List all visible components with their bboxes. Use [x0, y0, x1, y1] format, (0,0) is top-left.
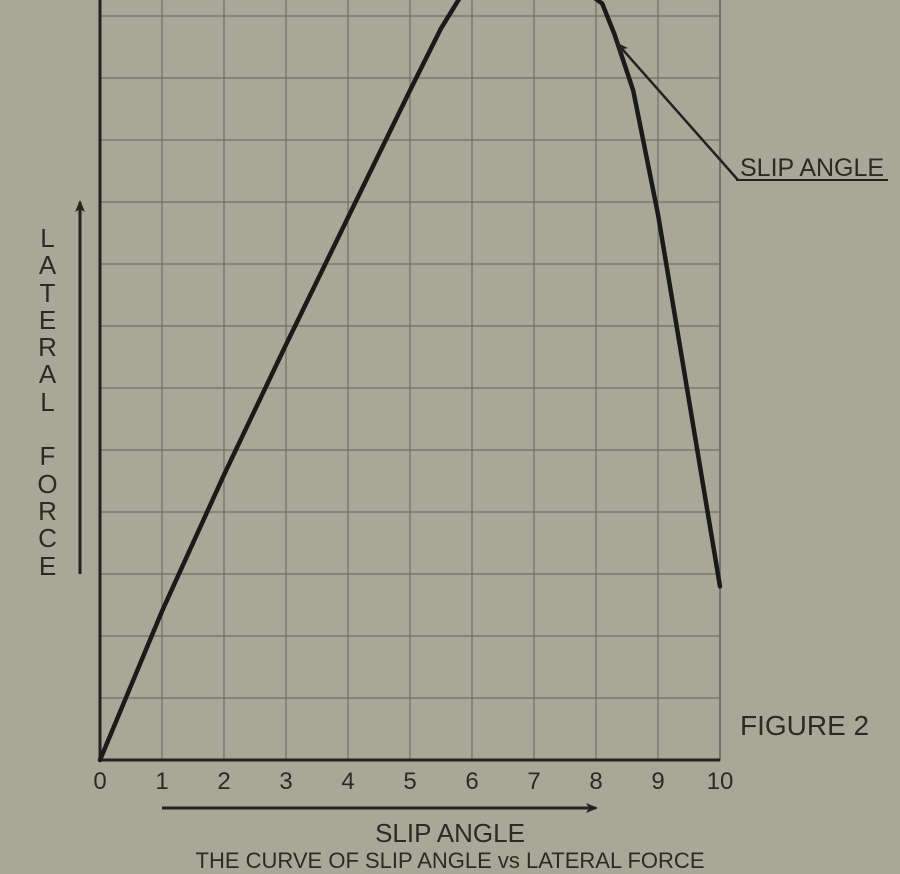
figure-number-label: FIGURE 2: [740, 710, 869, 742]
x-tick-label: 5: [403, 768, 416, 796]
x-tick-label: 2: [217, 768, 230, 796]
y-axis-letter: F: [36, 443, 60, 470]
x-tick-label: 7: [527, 768, 540, 796]
y-axis-letter: L: [36, 225, 60, 252]
chart-svg: [0, 0, 900, 874]
y-axis-letter: E: [36, 307, 60, 334]
y-axis-letter: A: [36, 252, 60, 279]
y-axis-letter: [36, 416, 60, 443]
x-tick-label: 8: [589, 768, 602, 796]
x-tick-label: 1: [155, 768, 168, 796]
annotation-label: SLIP ANGLE: [740, 154, 884, 183]
x-tick-label: 4: [341, 768, 354, 796]
y-axis-label: LATERAL FORCE: [36, 225, 60, 580]
figure-container: LATERAL FORCE SLIP ANGLE FIGURE 2 012345…: [0, 0, 900, 874]
y-axis-letter: T: [36, 280, 60, 307]
y-axis-letter: E: [36, 553, 60, 580]
y-axis-letter: C: [36, 525, 60, 552]
x-axis-ticks: 0 1 2 3 4 5 6 7 8 9 10: [0, 768, 900, 798]
figure-caption: THE CURVE OF SLIP ANGLE vs LATERAL FORCE: [0, 848, 900, 874]
y-axis-letter: R: [36, 498, 60, 525]
x-tick-label: 3: [279, 768, 292, 796]
x-tick-label: 0: [93, 768, 106, 796]
x-axis-title: SLIP ANGLE: [0, 818, 900, 849]
y-axis-letter: O: [36, 471, 60, 498]
x-tick-label: 9: [651, 768, 664, 796]
x-tick-label: 10: [707, 768, 734, 796]
y-axis-letter: L: [36, 389, 60, 416]
y-axis-letter: R: [36, 334, 60, 361]
y-axis-letter: A: [36, 361, 60, 388]
x-tick-label: 6: [465, 768, 478, 796]
